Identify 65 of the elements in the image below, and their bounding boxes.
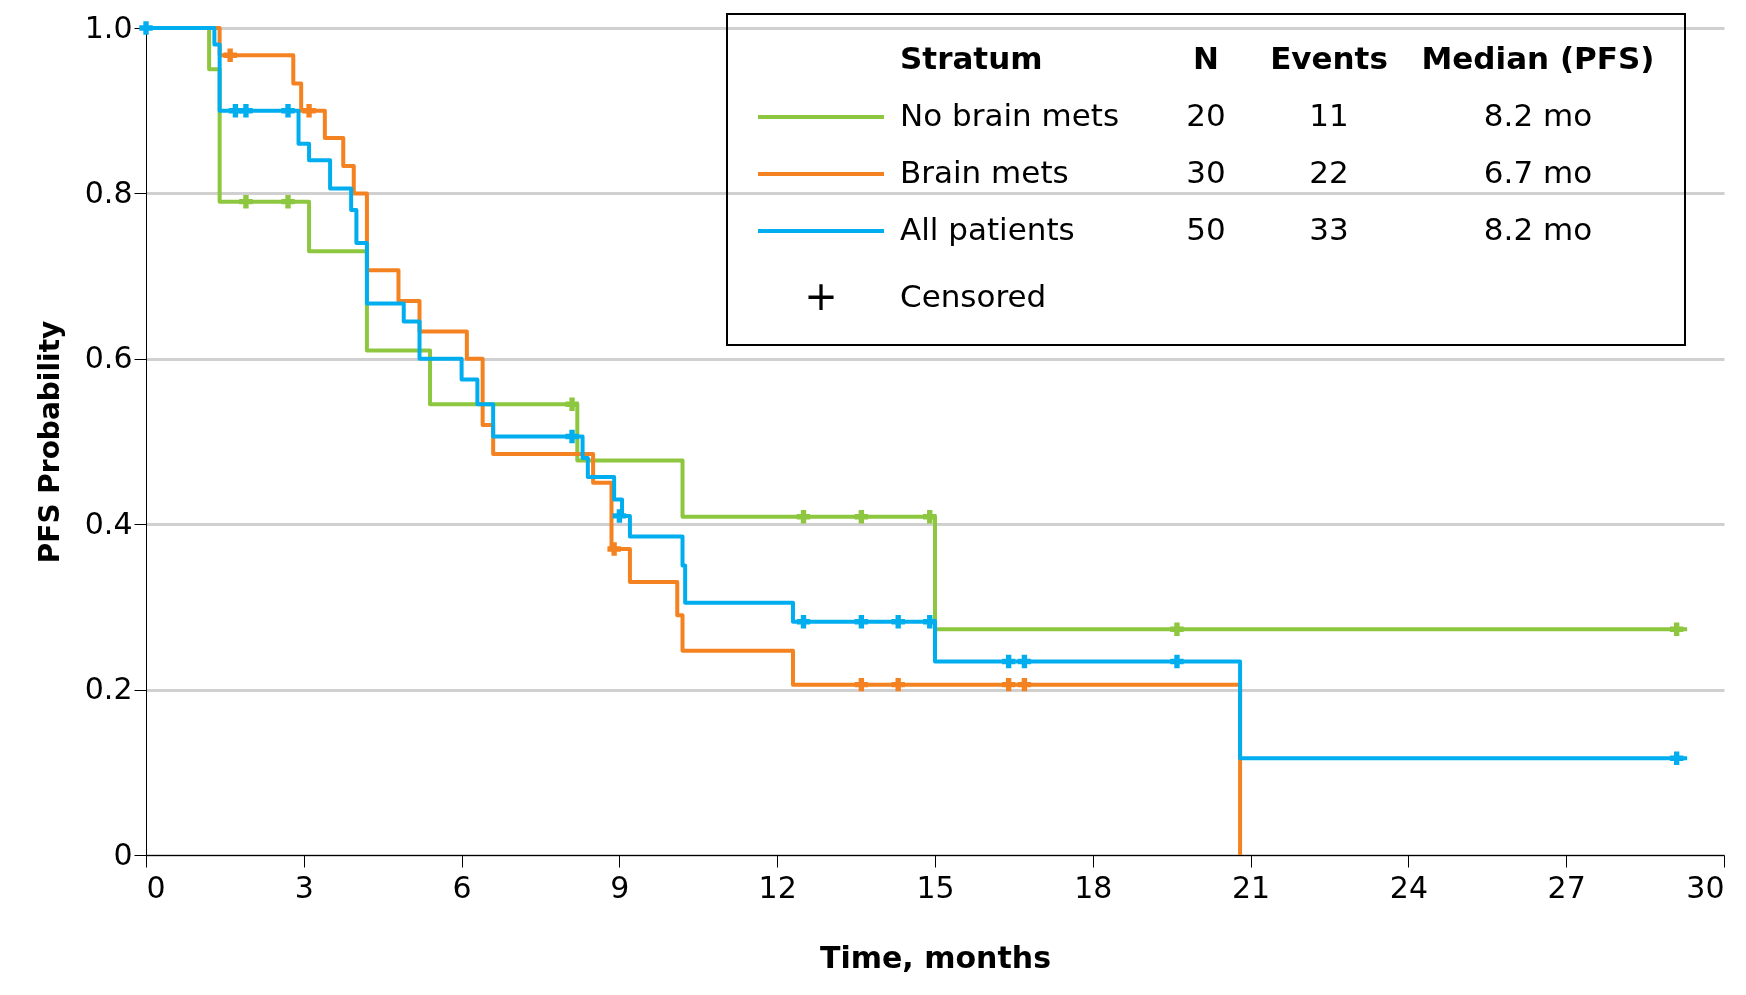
annotation: Events bbox=[1270, 40, 1388, 76]
y-tick-label: 0 bbox=[113, 836, 133, 872]
point bbox=[607, 542, 621, 556]
point bbox=[565, 429, 579, 444]
annotation: 8.2 mo bbox=[1483, 97, 1593, 133]
annotation: 11 bbox=[1309, 97, 1349, 133]
point bbox=[891, 615, 905, 629]
x-tick-label: 6 bbox=[452, 869, 472, 905]
point bbox=[1669, 622, 1684, 636]
x-tick-label: 0 bbox=[146, 869, 166, 905]
point bbox=[1170, 654, 1184, 669]
legend-label: No brain mets bbox=[900, 97, 1120, 133]
point bbox=[612, 509, 627, 523]
annotation: 6.7 mo bbox=[1483, 154, 1593, 190]
point bbox=[1669, 751, 1684, 765]
x-tick-label: 15 bbox=[916, 869, 955, 905]
annotation: 30 bbox=[1186, 154, 1226, 190]
y-axis-title: PFS Probability bbox=[32, 320, 66, 564]
point bbox=[796, 510, 811, 524]
x-tick-label: 12 bbox=[758, 869, 797, 905]
point bbox=[223, 48, 237, 62]
annotation: Censored bbox=[900, 278, 1047, 314]
point bbox=[1017, 654, 1032, 669]
point bbox=[891, 677, 905, 692]
x-tick-label: 21 bbox=[1232, 869, 1271, 905]
point bbox=[854, 615, 869, 629]
point bbox=[281, 103, 295, 118]
y-tick-label: 0.6 bbox=[84, 340, 133, 376]
x-tick-label: 30 bbox=[1686, 869, 1725, 905]
point bbox=[565, 397, 579, 411]
point bbox=[1170, 622, 1184, 636]
annotation: 33 bbox=[1309, 211, 1349, 247]
point bbox=[239, 194, 253, 209]
x-tick-label: 9 bbox=[610, 869, 630, 905]
y-tick-label: 0.4 bbox=[84, 505, 133, 541]
point bbox=[923, 615, 937, 629]
annotation: + bbox=[804, 273, 838, 319]
x-tick-label: 24 bbox=[1389, 869, 1428, 905]
y-tick-label: 0.8 bbox=[84, 174, 133, 210]
x-tick-label: 27 bbox=[1547, 869, 1586, 905]
y-tick-label: 1.0 bbox=[84, 9, 133, 45]
x-tick-label: 3 bbox=[294, 869, 314, 905]
point bbox=[281, 194, 295, 209]
x-tick-label: 18 bbox=[1074, 869, 1113, 905]
point bbox=[1001, 677, 1016, 692]
point bbox=[1017, 677, 1032, 692]
annotation: 8.2 mo bbox=[1483, 211, 1593, 247]
annotation: 20 bbox=[1186, 97, 1226, 133]
point bbox=[796, 615, 811, 629]
point bbox=[239, 103, 253, 118]
point bbox=[923, 510, 937, 524]
annotation: Stratum bbox=[900, 40, 1043, 76]
y-tick-label: 0.2 bbox=[84, 671, 133, 707]
legend-label: All patients bbox=[900, 211, 1075, 247]
point bbox=[854, 677, 869, 692]
point bbox=[854, 510, 869, 524]
annotation: Median (PFS) bbox=[1421, 40, 1655, 76]
point bbox=[1001, 654, 1016, 669]
point bbox=[302, 103, 316, 118]
x-axis-title: Time, months bbox=[820, 939, 1051, 975]
annotation: 22 bbox=[1309, 154, 1349, 190]
point bbox=[139, 21, 153, 35]
annotation: N bbox=[1193, 40, 1219, 76]
annotation: 50 bbox=[1186, 211, 1226, 247]
legend-label: Brain mets bbox=[900, 154, 1069, 190]
